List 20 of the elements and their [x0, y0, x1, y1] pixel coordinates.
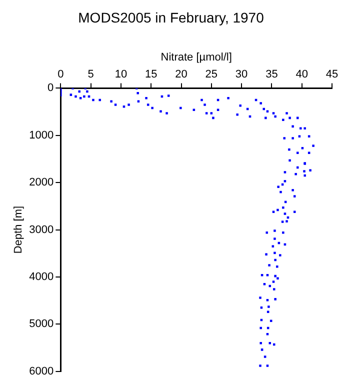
x-tick-label: 45	[326, 68, 338, 81]
x-tick-label: 40	[296, 68, 308, 81]
x-tick-label: 15	[144, 68, 158, 81]
y-axis-title: Depth [m]	[12, 206, 25, 254]
x-tick-label: 10	[114, 68, 128, 81]
y-tick-label: 1000	[29, 129, 54, 142]
x-tick-label: 25	[205, 68, 218, 81]
y-tick-label: 6000	[29, 365, 54, 378]
x-tick-label: 0	[58, 68, 64, 81]
y-tick-label: 4000	[29, 271, 54, 284]
chart-title: MODS2005 in February, 1970	[78, 9, 264, 26]
y-tick-label: 0	[48, 82, 54, 94]
x-tick-label: 20	[175, 68, 188, 81]
y-tick-label: 5000	[29, 318, 54, 330]
x-tick-label: 5	[88, 68, 94, 81]
x-axis-title: Nitrate [µmol/l]	[160, 51, 232, 64]
x-tick-label: 30	[235, 68, 248, 81]
y-tick-label: 2000	[29, 176, 54, 189]
y-tick-label: 3000	[29, 224, 54, 236]
x-tick-label: 35	[266, 68, 278, 81]
